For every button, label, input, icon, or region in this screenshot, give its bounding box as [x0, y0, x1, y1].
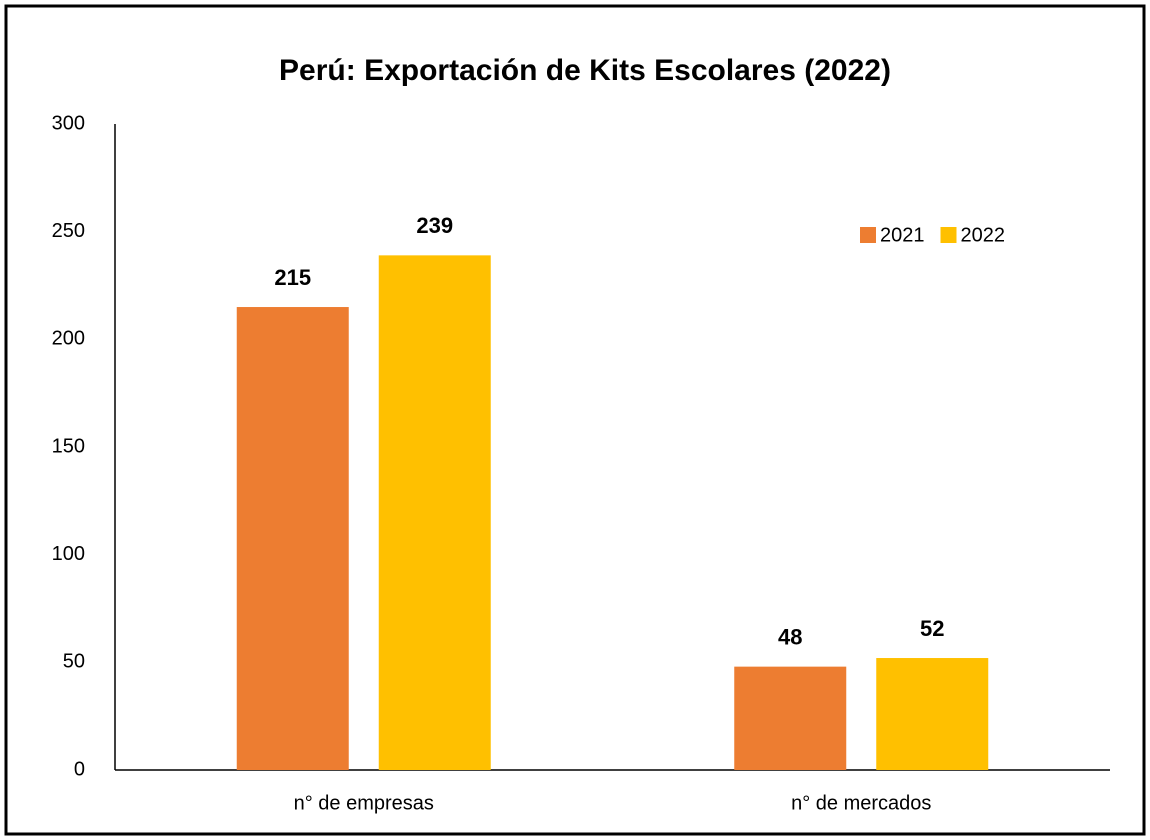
- chart-title: Perú: Exportación de Kits Escolares (202…: [279, 54, 891, 87]
- bar: [734, 666, 847, 770]
- bar: [236, 307, 349, 770]
- legend-swatch: [940, 227, 957, 243]
- x-tick-label: n° de empresas: [294, 792, 434, 814]
- legend-swatch: [860, 227, 876, 243]
- data-label: 239: [416, 213, 453, 238]
- y-tick-label: 300: [52, 112, 85, 134]
- y-tick-label: 50: [63, 651, 85, 673]
- y-tick-label: 0: [74, 758, 85, 780]
- legend-label: 2021: [880, 224, 925, 246]
- data-label: 215: [274, 265, 311, 290]
- data-label: 48: [778, 624, 802, 649]
- x-tick-label: n° de mercados: [791, 792, 931, 814]
- bar: [378, 255, 491, 770]
- y-tick-label: 200: [52, 328, 85, 350]
- legend-label: 2022: [961, 224, 1006, 246]
- y-tick-label: 250: [52, 220, 85, 242]
- data-label: 52: [920, 616, 944, 641]
- y-tick-label: 150: [52, 435, 85, 457]
- y-tick-label: 100: [52, 543, 85, 565]
- bar: [876, 658, 989, 770]
